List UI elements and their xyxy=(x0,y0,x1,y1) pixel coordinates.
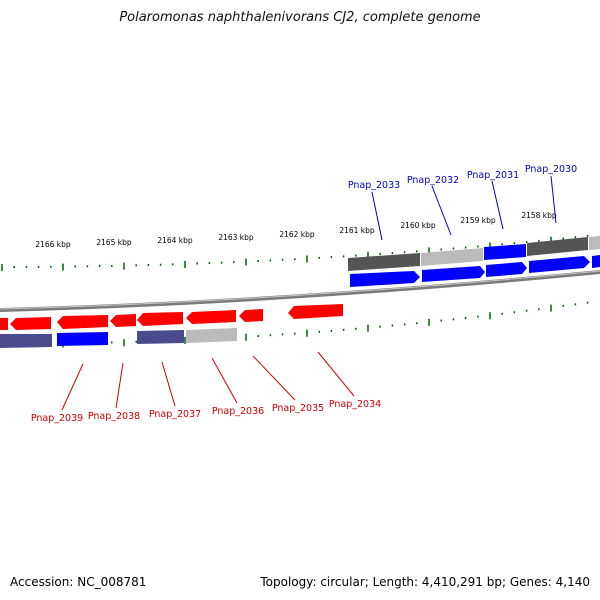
reverse-gene xyxy=(186,310,236,324)
cog-feature xyxy=(186,328,237,343)
scale-label-2159: 2159 kbp xyxy=(460,216,496,225)
genome-backbone xyxy=(0,270,600,312)
scale-labels: 2166 kbp 2165 kbp 2164 kbp 2163 kbp 2162… xyxy=(35,211,557,249)
bottom-gene-labels: Pnap_2039 Pnap_2038 Pnap_2037 Pnap_2036 … xyxy=(31,351,381,424)
reverse-gene-track xyxy=(0,304,343,330)
forward-gene xyxy=(422,266,485,282)
gene-label-pnap-2034[interactable]: Pnap_2034 xyxy=(329,399,381,410)
gene-label-pnap-2032[interactable]: Pnap_2032 xyxy=(407,175,459,186)
accession-text: Accession: NC_008781 xyxy=(10,575,147,589)
scale-label-2158: 2158 kbp xyxy=(521,211,557,220)
reverse-gene xyxy=(110,314,136,327)
top-cog-track xyxy=(348,236,600,271)
cog-feature xyxy=(57,332,108,346)
map-title: Polaromonas naphthalenivorans CJ2, compl… xyxy=(119,10,481,25)
forward-gene xyxy=(350,271,420,287)
scale-label-2165: 2165 kbp xyxy=(96,238,132,247)
forward-gene xyxy=(529,256,590,273)
gene-label-pnap-2033[interactable]: Pnap_2033 xyxy=(348,180,400,191)
gene-label-pnap-2037[interactable]: Pnap_2037 xyxy=(149,409,201,420)
reverse-gene xyxy=(239,309,263,322)
bottom-cog-track xyxy=(0,328,237,348)
scale-label-2162: 2162 kbp xyxy=(279,230,315,239)
cog-feature xyxy=(137,330,184,344)
gene-label-pnap-2036[interactable]: Pnap_2036 xyxy=(212,406,264,417)
scale-label-2164: 2164 kbp xyxy=(157,236,193,245)
gene-label-pnap-2031[interactable]: Pnap_2031 xyxy=(467,170,519,181)
scale-label-2161: 2161 kbp xyxy=(339,226,375,235)
forward-gene-track xyxy=(350,255,600,287)
reverse-gene xyxy=(10,317,51,330)
genome-stats: Topology: circular; Length: 4,410,291 bp… xyxy=(260,575,590,589)
cog-feature xyxy=(0,334,52,348)
cog-feature xyxy=(589,236,600,250)
scale-label-2160: 2160 kbp xyxy=(400,221,436,230)
length-text: Length: 4,410,291 bp xyxy=(372,575,502,589)
top-gene-labels: Pnap_2033 Pnap_2032 Pnap_2031 Pnap_2030 xyxy=(348,164,577,241)
reverse-gene xyxy=(288,304,343,319)
topology-text: Topology: circular xyxy=(260,575,365,589)
gene-label-pnap-2039[interactable]: Pnap_2039 xyxy=(31,413,83,424)
gene-label-pnap-2030[interactable]: Pnap_2030 xyxy=(525,164,577,175)
forward-gene xyxy=(592,255,600,268)
gene-label-pnap-2038[interactable]: Pnap_2038 xyxy=(88,411,140,422)
genes-text: Genes: 4,140 xyxy=(509,575,590,589)
top-scale-ticks xyxy=(1,234,589,271)
scale-label-2166: 2166 kbp xyxy=(35,240,71,249)
reverse-gene xyxy=(137,312,183,326)
cog-feature xyxy=(421,248,483,266)
forward-gene xyxy=(486,262,527,277)
cog-feature xyxy=(527,237,588,256)
cog-feature xyxy=(484,244,526,260)
reverse-gene xyxy=(57,315,108,329)
reverse-gene xyxy=(0,318,8,330)
cog-feature xyxy=(348,253,420,271)
gene-label-pnap-2035[interactable]: Pnap_2035 xyxy=(272,403,324,414)
scale-label-2163: 2163 kbp xyxy=(218,233,254,242)
